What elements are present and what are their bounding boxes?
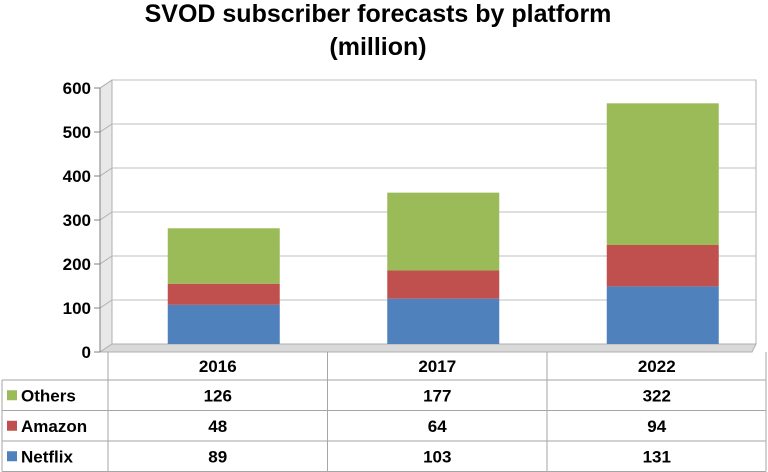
bar-amazon-2017 <box>387 270 500 299</box>
gridline-side <box>99 211 113 221</box>
legend-key-amazon <box>7 420 17 431</box>
y-tick-label: 300 <box>63 211 91 230</box>
gridline-side <box>99 167 113 177</box>
chart-subtitle: (million) <box>329 33 426 61</box>
bar-netflix-2022 <box>606 286 719 344</box>
y-tick-label: 600 <box>63 79 91 98</box>
data-label: 131 <box>643 447 671 466</box>
bars <box>167 103 719 344</box>
data-label: 322 <box>643 386 671 405</box>
gridline-side <box>99 79 113 89</box>
data-label: 103 <box>423 447 451 466</box>
bar-amazon-2016 <box>167 283 280 305</box>
gridline-side <box>99 123 113 133</box>
data-label: 64 <box>428 417 447 436</box>
data-label: 89 <box>208 447 227 466</box>
y-axis: 0 100 200 300 400 500 600 <box>63 79 101 362</box>
bar-others-2017 <box>387 192 500 271</box>
data-table: 2016 2017 2022 Others 126 177 322 Amazon 48 64 94 N… <box>1 352 767 472</box>
floor <box>98 343 757 353</box>
data-label: 126 <box>204 386 232 405</box>
data-label: 48 <box>208 417 227 436</box>
legend-label: Others <box>21 386 76 405</box>
legend-label: Amazon <box>21 417 87 436</box>
bar-netflix-2017 <box>387 298 500 344</box>
bar-amazon-2022 <box>606 245 719 287</box>
gridline-side <box>99 299 113 309</box>
bar-others-2016 <box>167 228 280 284</box>
y-tick-label: 0 <box>82 343 91 362</box>
legend-key-netflix <box>7 451 17 462</box>
chart-title: SVOD subscriber forecasts by platform <box>145 0 612 28</box>
x-tick-label: 2017 <box>418 357 456 376</box>
y-tick-label: 100 <box>63 299 91 318</box>
y-tick-label: 400 <box>63 167 91 186</box>
data-label: 177 <box>423 386 451 405</box>
y-tick-label: 200 <box>63 255 91 274</box>
x-tick-label: 2016 <box>199 357 237 376</box>
bar-netflix-2016 <box>167 304 280 344</box>
y-tick-label: 500 <box>63 123 91 142</box>
legend-label: Netflix <box>21 447 74 466</box>
gridline-side <box>99 255 113 265</box>
bar-others-2022 <box>606 103 719 245</box>
data-label: 94 <box>647 417 666 436</box>
legend-key-others <box>7 390 17 401</box>
x-tick-label: 2022 <box>638 357 676 376</box>
